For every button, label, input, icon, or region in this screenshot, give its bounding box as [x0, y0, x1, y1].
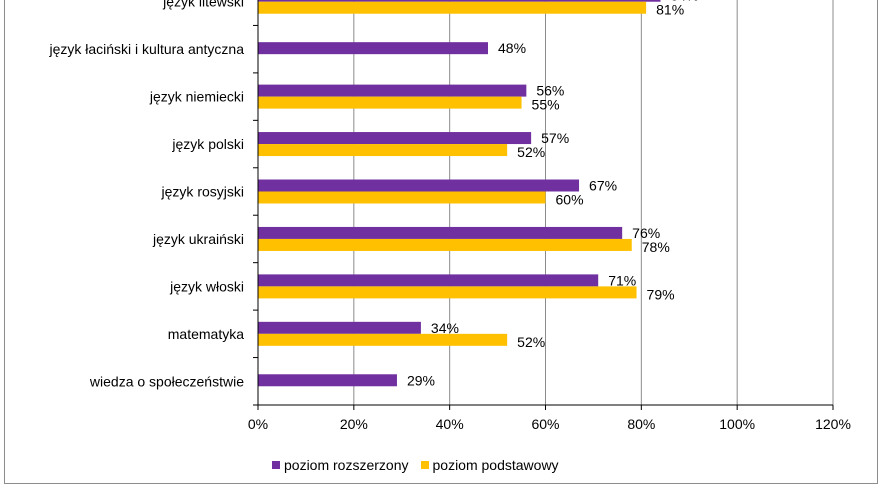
- data-label-rozszerzony: 67%: [589, 178, 617, 194]
- bar-rozszerzony: [258, 374, 397, 387]
- data-label-podstawowy: 79%: [647, 286, 675, 302]
- data-label-rozszerzony: 34%: [431, 320, 459, 336]
- bar-rozszerzony: [258, 321, 421, 334]
- bars: [258, 0, 661, 387]
- category-label: matematyka: [168, 326, 244, 342]
- legend-swatch-purple: [272, 461, 280, 469]
- bar-podstawowy: [258, 191, 546, 204]
- x-tick-label: 120%: [815, 416, 851, 432]
- x-tick-label: 60%: [531, 416, 559, 432]
- data-label-rozszerzony: 56%: [536, 83, 564, 99]
- bar-podstawowy: [258, 144, 508, 157]
- data-label-rozszerzony: 84%: [671, 0, 699, 4]
- data-label-rozszerzony: 71%: [608, 272, 636, 288]
- bar-rozszerzony: [258, 132, 532, 145]
- bar-rozszerzony: [258, 179, 580, 192]
- data-label-rozszerzony: 29%: [407, 372, 435, 388]
- data-label-podstawowy: 78%: [642, 239, 670, 255]
- bar-rozszerzony: [258, 84, 527, 97]
- x-tick-label: 20%: [340, 416, 368, 432]
- category-label: język litewski: [162, 0, 244, 10]
- legend-label-podstawowy: poziom podstawowy: [432, 457, 559, 473]
- category-label: język ukraiński: [152, 231, 244, 247]
- category-label: język włoski: [169, 278, 244, 294]
- category-label: język łaciński i kultura antyczna: [48, 41, 244, 57]
- x-tick-label: 80%: [627, 416, 655, 432]
- data-label-podstawowy: 81%: [656, 2, 684, 18]
- data-label-rozszerzony: 48%: [498, 40, 526, 56]
- bar-podstawowy: [258, 333, 508, 346]
- legend: poziom rozszerzony poziom podstawowy: [272, 455, 571, 475]
- data-label-podstawowy: 52%: [517, 144, 545, 160]
- x-tick-label: 40%: [436, 416, 464, 432]
- data-label-rozszerzony: 76%: [632, 225, 660, 241]
- bar-podstawowy: [258, 1, 647, 14]
- bar-podstawowy: [258, 286, 637, 299]
- category-label: język polski: [171, 136, 244, 152]
- category-label: wiedza o społeczeństwie: [89, 373, 244, 389]
- legend-item-rozszerzony: poziom rozszerzony: [272, 457, 409, 473]
- data-label-podstawowy: 52%: [517, 334, 545, 350]
- data-label-podstawowy: 55%: [532, 97, 560, 113]
- labels: 0% 20% 40% 60% 80% 100% 120% język litewski 84%8…: [48, 0, 850, 432]
- bar-rozszerzony: [258, 274, 599, 287]
- legend-swatch-yellow: [420, 461, 429, 469]
- data-label-rozszerzony: 57%: [541, 130, 569, 146]
- bar-rozszerzony: [258, 0, 661, 2]
- bar-rozszerzony: [258, 226, 623, 239]
- category-label: język rosyjski: [161, 184, 244, 200]
- data-label-podstawowy: 60%: [556, 192, 584, 208]
- axes: [253, 0, 834, 410]
- category-label: język niemiecki: [149, 89, 244, 105]
- bar-rozszerzony: [258, 42, 488, 55]
- legend-label-rozszerzony: poziom rozszerzony: [284, 457, 409, 473]
- x-tick-label: 100%: [719, 416, 755, 432]
- bar-podstawowy: [258, 238, 632, 251]
- bar-podstawowy: [258, 96, 522, 109]
- x-tick-label: 0%: [248, 416, 268, 432]
- legend-item-podstawowy: poziom podstawowy: [420, 457, 559, 473]
